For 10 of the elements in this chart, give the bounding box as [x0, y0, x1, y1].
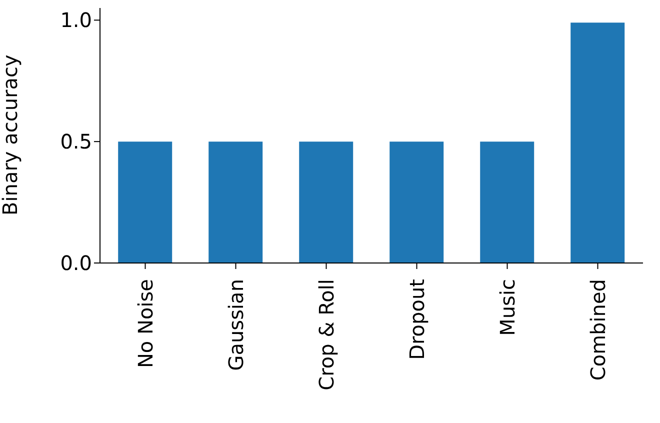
x-tick-label: Crop & Roll	[314, 279, 338, 390]
y-tick-label: 1.0	[60, 8, 92, 32]
y-tick-label: 0.0	[60, 251, 92, 276]
x-tick-label: Music	[495, 279, 520, 336]
x-tick-label: Dropout	[404, 278, 429, 360]
x-tick-label: Combined	[586, 279, 610, 381]
y-tick-label: 0.5	[60, 130, 92, 154]
x-tick-label: Gaussian	[224, 279, 248, 371]
y-axis-title: Binary accuracy	[0, 54, 22, 216]
x-tick-label: No Noise	[133, 279, 158, 368]
